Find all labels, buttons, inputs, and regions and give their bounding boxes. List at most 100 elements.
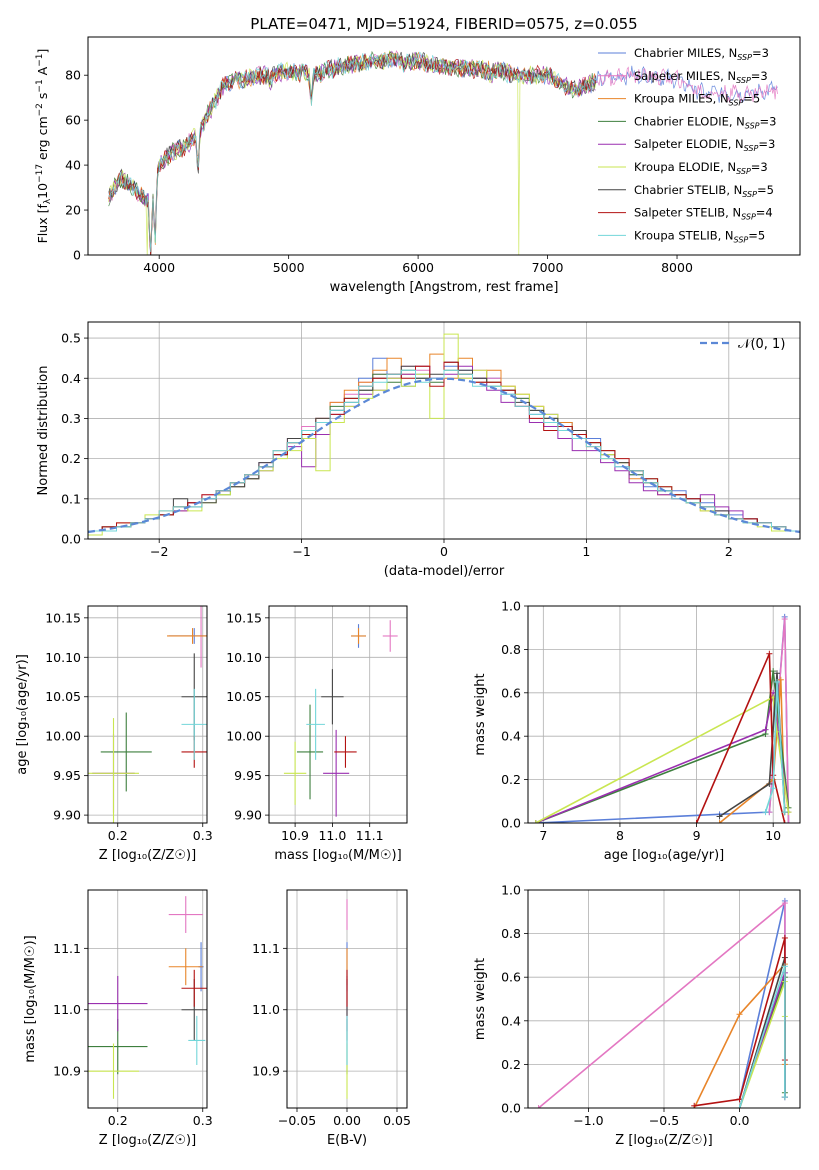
plot-area (532, 613, 792, 823)
x-tick-label: 0 (440, 544, 448, 559)
x-axis-label: wavelength [Angstrom, rest frame] (330, 280, 559, 295)
y-tick-label: 0.0 (61, 532, 81, 547)
y-axis-label: mass weight (473, 673, 488, 755)
weight-line (695, 653, 786, 823)
x-tick-label: 5000 (273, 260, 305, 275)
x-tick-label: 0.0 (730, 1113, 750, 1128)
x-tick-label: 11.1 (356, 828, 384, 843)
x-tick-label: 0.2 (108, 1113, 128, 1128)
x-tick-label: −1 (292, 544, 310, 559)
x-axis-label: mass [log₁₀(M/M☉)] (274, 848, 401, 863)
spectrum-line (108, 52, 597, 255)
y-tick-label: 0.5 (61, 331, 81, 346)
y-tick-label: 0.0 (501, 1101, 521, 1116)
y-axis-label: mass weight (473, 958, 488, 1040)
y-tick-label: 0.3 (61, 411, 81, 426)
x-tick-label: 0.2 (108, 828, 128, 843)
age-vs-mass-panel: 10.9 11.0 11.1 9.90 9.95 10.00 10.05 10.10 10.15… (226, 605, 408, 863)
axes-frame (527, 889, 801, 1109)
y-tick-label: 10.05 (226, 689, 262, 704)
weight-line (764, 681, 786, 813)
axes-frame (268, 605, 408, 824)
plot-area (283, 620, 398, 817)
x-axis-label: Z [log₁₀(Z/Z☉)] (99, 1133, 196, 1148)
y-tick-label: 40 (65, 158, 81, 173)
legend-label: Salpeter MILES, NSSP=3 (634, 69, 768, 85)
x-tick-label: 10 (765, 828, 781, 843)
y-tick-label: 10.05 (45, 689, 81, 704)
y-tick-label: 11.1 (53, 941, 81, 956)
age-vs-metallicity-panel: 0.2 0.3 9.90 9.95 10.00 10.05 10.10 10.15 Z [log… (15, 605, 213, 863)
y-tick-label: 0.4 (501, 1013, 521, 1028)
x-tick-label: 0.00 (333, 1113, 361, 1128)
massweight-vs-metallicity-panel: −1.0 −0.5 0.0 0.0 0.2 0.4 0.6 0.8 1.0 Z [log₁₀(Z/… (473, 883, 801, 1148)
plot-area (535, 897, 788, 1108)
y-tick-label: 10.9 (252, 1064, 280, 1079)
y-tick-label: 11.0 (53, 1002, 81, 1017)
y-tick-label: 0.8 (501, 926, 521, 941)
y-tick-label: 1.0 (501, 599, 521, 614)
x-tick-label: 1 (582, 544, 590, 559)
legend-label: Kroupa STELIB, NSSP=5 (634, 228, 765, 244)
y-tick-label: 10.10 (226, 650, 262, 665)
x-tick-label: 2 (725, 544, 733, 559)
spectrum-line (108, 51, 597, 253)
spectrum-panel: 4000 5000 6000 7000 8000 0 20 40 60 80 wavelength … (35, 36, 801, 295)
x-tick-label: 11.0 (318, 828, 346, 843)
normal-curve (88, 377, 800, 534)
y-tick-label: 0.0 (501, 816, 521, 831)
y-tick-label: 0.4 (501, 729, 521, 744)
y-tick-label: 10.15 (226, 610, 262, 625)
x-tick-label: 8 (616, 828, 624, 843)
y-tick-label: 20 (65, 203, 81, 218)
plot-area (88, 896, 207, 1099)
x-tick-label: 7 (539, 828, 547, 843)
legend-label: 𝒩(0, 1) (738, 337, 785, 352)
x-tick-label: 9 (693, 828, 701, 843)
axes-frame (87, 321, 801, 540)
y-tick-label: 10.9 (53, 1064, 81, 1079)
y-tick-label: 10.10 (45, 650, 81, 665)
axes-frame (527, 605, 801, 824)
plot-area (346, 899, 348, 1099)
axes-frame (87, 889, 208, 1109)
x-tick-label: 7000 (532, 260, 564, 275)
y-tick-label: 0 (73, 248, 81, 263)
y-tick-label: 80 (65, 68, 81, 83)
figure-title: PLATE=0471, MJD=51924, FIBERID=0575, z=0… (250, 15, 637, 33)
y-tick-label: 0.4 (61, 371, 81, 386)
x-axis-label: age [log₁₀(age/yr)] (604, 848, 725, 863)
plot-area (88, 333, 800, 539)
histogram-step (88, 369, 800, 539)
y-tick-label: 10.15 (45, 610, 81, 625)
spectrum-line (108, 53, 778, 255)
x-axis-label: Z [log₁₀(Z/Z☉)] (615, 1133, 712, 1148)
x-axis-label: E(B-V) (327, 1133, 367, 1148)
y-tick-label: 9.90 (234, 808, 262, 823)
legend-label: Salpeter ELODIE, NSSP=3 (634, 137, 775, 153)
mass-vs-metallicity-panel: 0.2 0.3 10.9 11.0 11.1 Z [log₁₀(Z/Z☉)] mass [l… (23, 889, 213, 1148)
x-tick-label: 0.05 (383, 1113, 411, 1128)
y-axis-label: age [log₁₀(age/yr)] (15, 654, 30, 775)
x-tick-label: 0.3 (193, 1113, 213, 1128)
y-tick-label: 0.8 (501, 642, 521, 657)
x-tick-label: −1.0 (573, 1113, 603, 1128)
x-tick-label: −0.5 (649, 1113, 679, 1128)
y-tick-label: 0.1 (61, 491, 81, 506)
x-tick-label: 6000 (402, 260, 434, 275)
y-tick-label: 0.6 (501, 685, 521, 700)
axes-frame (87, 36, 801, 256)
y-tick-label: 9.95 (53, 768, 81, 783)
x-tick-label: −2 (150, 544, 168, 559)
axes-frame (286, 889, 408, 1109)
legend-label: Chabrier STELIB, NSSP=5 (634, 183, 774, 199)
x-axis-label: Z [log₁₀(Z/Z☉)] (99, 848, 196, 863)
x-axis-label: (data-model)/error (384, 564, 505, 579)
y-tick-label: 11.0 (252, 1002, 280, 1017)
y-axis-label: mass [log₁₀(M/M☉)] (23, 935, 38, 1062)
y-tick-label: 0.6 (501, 970, 521, 985)
y-axis-label: Normed distribution (36, 366, 51, 496)
y-axis-label: Flux [fλ10−17 erg cm−2 s−1 A−1] (35, 49, 53, 244)
legend-label: Salpeter STELIB, NSSP=4 (634, 206, 773, 222)
